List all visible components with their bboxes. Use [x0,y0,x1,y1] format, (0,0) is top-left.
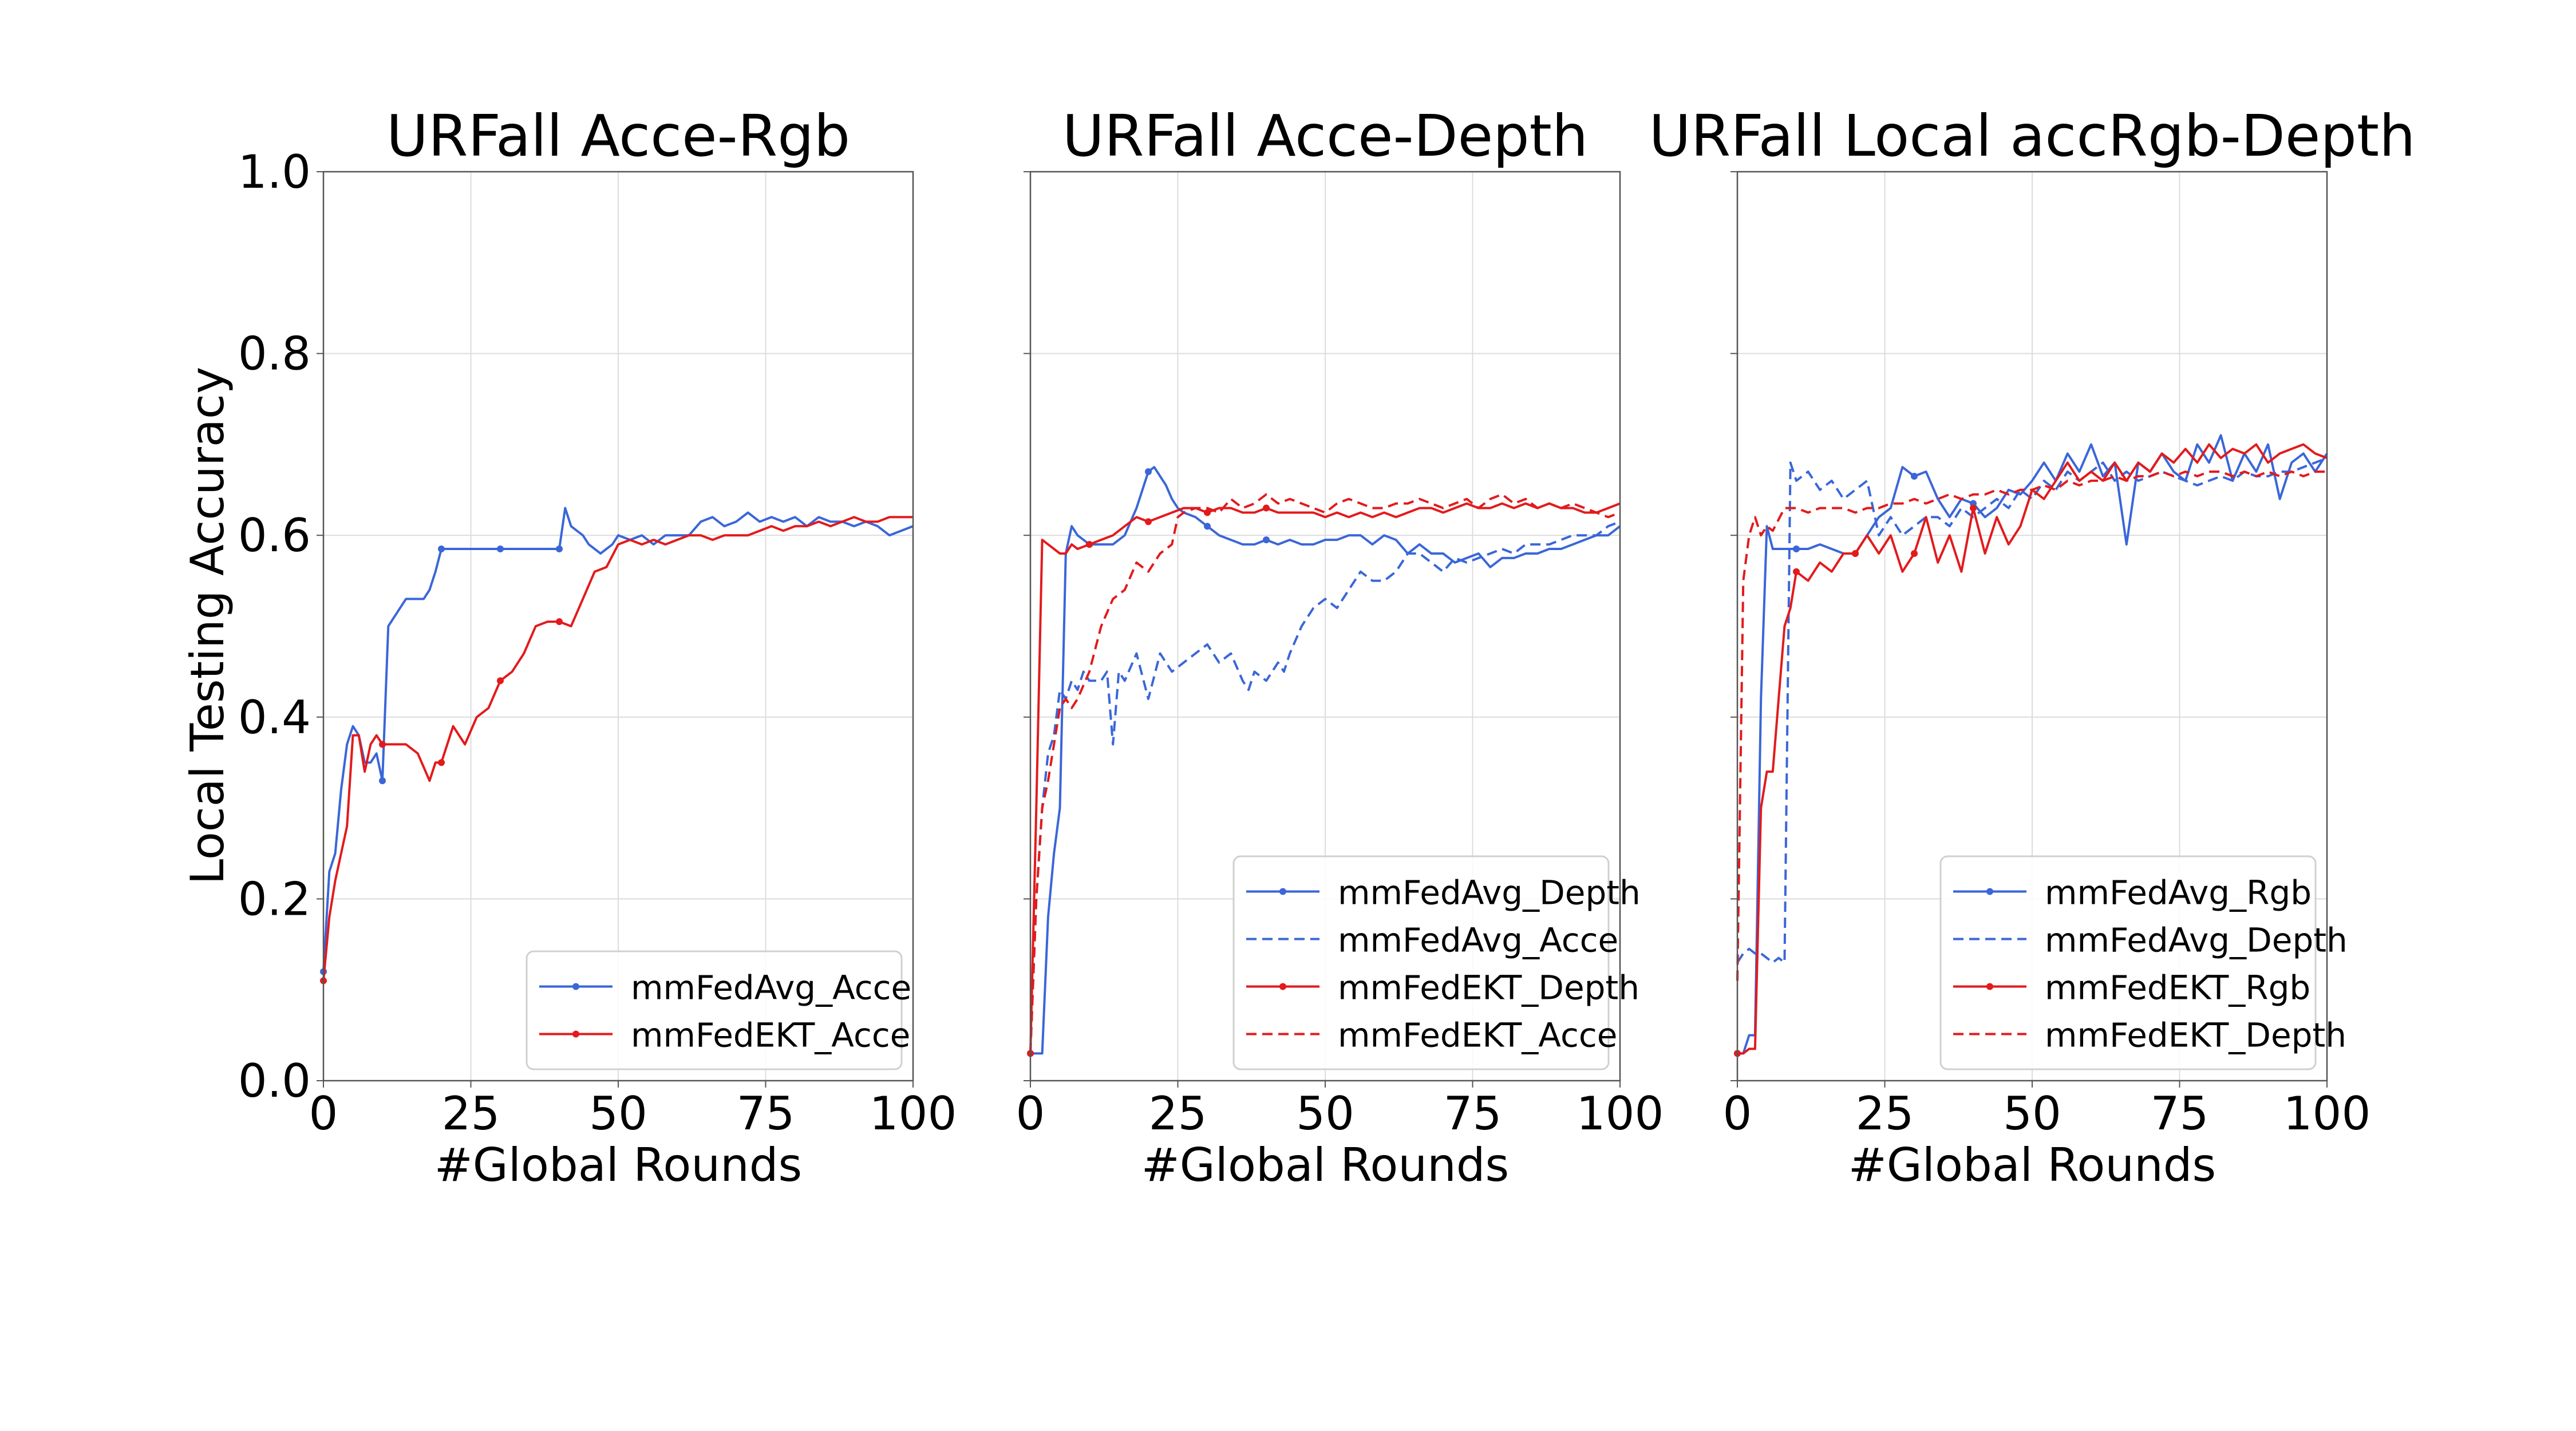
plot-area-frame [1029,171,1621,1082]
legend-label: mmFedEKT_Acce [1338,1016,1617,1055]
series-marker-mmFedEKT_Rgb [1852,550,1859,557]
legend: mmFedAvg_Rgb mmFedAvg_Depth mmFedEKT_Rgbmm… [1939,855,2348,1070]
chart-title: URFall Local accRgb-Depth [1649,102,2416,169]
series-marker-mmFedEKT_Depth [1204,509,1211,516]
x-tick-label: 0 [1016,1087,1045,1140]
x-tick-label: 75 [2151,1087,2209,1140]
series-marker-mmFedEKT_Acce [438,759,445,766]
chart-panel-2: 0 25 50 75 100 URFall Acce-Depth #Global Round… [1016,102,1664,1192]
series-line-mmFedEKT_Acce [1029,493,1621,1054]
legend: mmFedAvg_Acce mmFedEKT_Acce [526,950,911,1070]
series-marker-mmFedEKT_Depth [1263,504,1270,512]
series-line-mmFedAvg_Acce [1029,520,1621,1054]
legend-marker [1986,888,1993,895]
x-tick-label: 100 [2283,1087,2371,1140]
x-axis-label: #Global Rounds [1141,1139,1509,1192]
series-marker-mmFedAvg_Depth [1263,536,1270,544]
x-tick-label: 100 [870,1087,957,1140]
chart-title: URFall Acce-Depth [1062,102,1588,169]
x-axis-label: #Global Rounds [1848,1139,2216,1192]
x-tick-label: 0 [309,1087,338,1140]
legend-marker [572,1030,579,1038]
chart-panel-3: 0 25 50 75 100 URFall Local accRgb-Depth #Glob… [1649,102,2416,1192]
series-marker-mmFedAvg_Acce [497,545,504,553]
series-marker-mmFedAvg_Depth [1204,523,1211,530]
x-axis-label: #Global Rounds [434,1139,802,1192]
chart-title: URFall Acce-Rgb [386,102,850,169]
y-tick-label: 0.2 [238,872,311,926]
x-tick-label: 100 [1577,1087,1664,1140]
series-marker-mmFedEKT_Acce [497,677,504,685]
legend-marker [1986,983,1993,990]
legend-marker [1279,888,1286,895]
series-line-mmFedEKT_Depth [1736,471,2327,981]
series-marker-mmFedAvg_Acce [438,545,445,553]
chart-panels: 0 25 50 75 100 0.0 0.2 0.4 0.6 0.8 1.0 URFall Acce-… [238,102,2416,1192]
x-tick-label: 25 [442,1087,500,1140]
x-tick-label: 50 [1296,1087,1354,1140]
legend-marker [572,983,579,990]
series-marker-mmFedEKT_Acce [379,741,386,748]
legend-box [1939,855,2317,1070]
x-tick-label: 75 [737,1087,795,1140]
legend-box [1232,855,1610,1070]
legend-label: mmFedEKT_Acce [631,1016,910,1055]
x-tick-label: 75 [1444,1087,1502,1140]
plot-area-frame [1736,171,2328,1082]
x-tick-label: 0 [1723,1087,1752,1140]
legend-label: mmFedAvg_Acce [1338,921,1618,960]
y-tick-label: 0.4 [238,691,311,744]
series-marker-mmFedAvg_Rgb [1911,472,1918,480]
series-marker-mmFedAvg_Depth [1145,468,1152,476]
series-line-mmFedEKT_Acce [322,516,913,981]
series-marker-mmFedEKT_Depth [1145,518,1152,525]
legend-label: mmFedAvg_Acce [631,969,911,1007]
series-marker-mmFedEKT_Rgb [1793,568,1800,575]
series-marker-mmFedAvg_Rgb [1793,545,1800,553]
chart-panel-1: 0 25 50 75 100 0.0 0.2 0.4 0.6 0.8 1.0 URFall Acce-… [238,102,957,1192]
series-line-mmFedEKT_Rgb [1737,443,2328,1055]
y-tick-label: 1.0 [238,145,311,199]
series-marker-mmFedAvg_Acce [379,777,386,784]
x-tick-label: 50 [2003,1087,2061,1140]
y-tick-label: 0.8 [238,327,311,381]
legend-label: mmFedAvg_Depth [2045,921,2348,960]
legend: mmFedAvg_Depth mmFedAvg_Acce mmFedEKT_Dept… [1232,855,1641,1070]
series-line-mmFedAvg_Depth [1736,457,2328,964]
series-marker-mmFedEKT_Depth [1086,541,1093,548]
legend-label: mmFedEKT_Depth [1338,969,1639,1007]
legend-label: mmFedAvg_Rgb [2045,873,2312,912]
x-tick-label: 25 [1149,1087,1207,1140]
legend-label: mmFedEKT_Depth [2045,1016,2346,1055]
legend-box [526,950,903,1070]
series-marker-mmFedEKT_Acce [556,618,563,626]
x-tick-label: 25 [1856,1087,1914,1140]
legend-label: mmFedEKT_Rgb [2045,969,2310,1007]
series-marker-mmFedEKT_Rgb [1911,550,1918,557]
series-line-mmFedAvg_Acce [322,507,914,972]
series-marker-mmFedEKT_Rgb [1970,504,1977,512]
legend-marker [1279,983,1286,990]
series-marker-mmFedAvg_Acce [556,545,563,553]
x-tick-label: 50 [589,1087,647,1140]
y-axis-label: Local Testing Accuracy [181,367,234,885]
y-tick-label: 0.6 [238,509,311,562]
plot-area-frame [322,171,914,1082]
legend-label: mmFedAvg_Depth [1338,873,1641,912]
y-tick-label: 0.0 [238,1054,311,1108]
